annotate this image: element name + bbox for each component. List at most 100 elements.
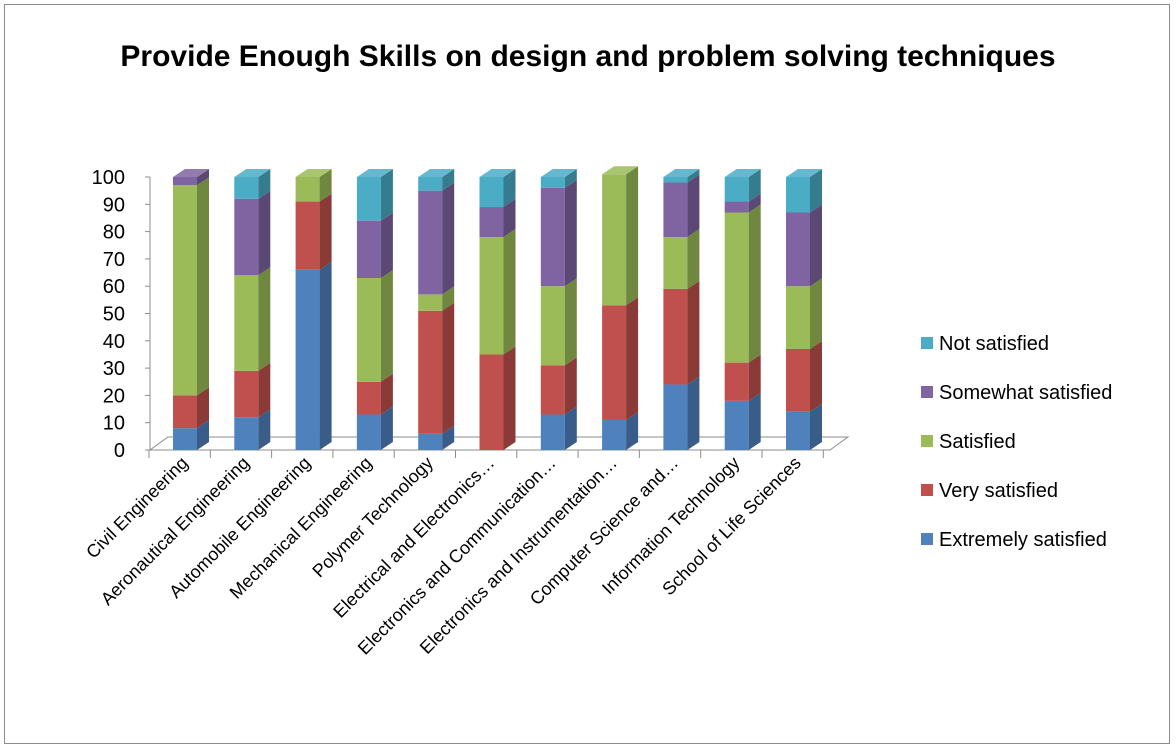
y-tick-label: 40 bbox=[103, 331, 125, 353]
bar-front bbox=[786, 411, 810, 450]
bar-segment bbox=[418, 169, 455, 191]
bar-side bbox=[626, 297, 639, 420]
bar-side bbox=[503, 229, 516, 355]
bar-front bbox=[786, 348, 810, 412]
bar-segment bbox=[418, 302, 455, 434]
y-tick-label: 90 bbox=[103, 194, 125, 216]
bar-segment bbox=[724, 392, 761, 450]
bar-side bbox=[197, 169, 209, 186]
bar-side bbox=[748, 169, 761, 202]
bar-segment bbox=[663, 376, 700, 450]
bar-top bbox=[173, 169, 209, 177]
y-tick-label: 100 bbox=[92, 167, 125, 189]
bar-front bbox=[786, 212, 810, 287]
bar-side bbox=[380, 169, 393, 221]
bar-segment bbox=[356, 212, 393, 279]
bar-side bbox=[319, 193, 332, 270]
legend-item: Not satisfied bbox=[921, 333, 1049, 355]
bar-front bbox=[724, 212, 749, 363]
bar-front bbox=[724, 201, 749, 213]
y-tick-label: 50 bbox=[103, 304, 125, 326]
bar-side bbox=[442, 182, 455, 295]
bar-front bbox=[724, 400, 749, 450]
bar-front bbox=[234, 417, 259, 450]
bar-side bbox=[258, 409, 271, 450]
y-tick-label: 0 bbox=[114, 440, 125, 462]
bar-segment bbox=[663, 174, 700, 238]
bar-segment bbox=[479, 229, 516, 355]
bar-front bbox=[295, 201, 320, 270]
bar-side bbox=[626, 166, 639, 306]
bar-front bbox=[663, 177, 688, 183]
bar-side bbox=[442, 302, 455, 434]
bar-side bbox=[258, 169, 271, 199]
bar-segment bbox=[173, 387, 209, 429]
bar-segment bbox=[418, 182, 455, 295]
bar-segment bbox=[602, 411, 639, 450]
y-tick-label: 70 bbox=[103, 249, 125, 271]
bar-segment bbox=[295, 169, 332, 202]
y-tick-label: 10 bbox=[103, 413, 125, 435]
bar-side bbox=[258, 267, 271, 371]
bar-front bbox=[356, 220, 381, 279]
bar-side bbox=[380, 270, 393, 382]
bar-side bbox=[564, 278, 577, 366]
bar-top bbox=[418, 169, 455, 177]
bar-front bbox=[724, 177, 749, 202]
bar-side bbox=[258, 190, 271, 276]
bar-front bbox=[540, 177, 565, 188]
legend-swatch bbox=[921, 435, 933, 447]
legend-swatch bbox=[921, 337, 933, 349]
x-tick-label: Civil Engineering bbox=[82, 453, 192, 563]
bar-side bbox=[197, 387, 209, 429]
legend-label: Very satisfied bbox=[939, 480, 1058, 502]
bar-front bbox=[234, 198, 259, 276]
bar-segment bbox=[663, 229, 700, 289]
bar-side bbox=[442, 425, 455, 450]
bar-segment bbox=[234, 409, 271, 450]
bar-side bbox=[503, 346, 516, 450]
bar-top bbox=[602, 166, 639, 175]
legend-swatch bbox=[921, 533, 933, 545]
bar-front bbox=[786, 286, 810, 349]
bar-side bbox=[442, 286, 455, 311]
x-tick-label: Polymer Technology bbox=[309, 453, 438, 582]
bar-front bbox=[479, 177, 504, 208]
legend-swatch bbox=[921, 386, 933, 398]
bar-side bbox=[442, 169, 455, 191]
bar-segment bbox=[786, 204, 822, 287]
bar-segment bbox=[724, 204, 761, 363]
bar-side bbox=[810, 278, 822, 349]
bar-side bbox=[626, 411, 639, 450]
bar-side bbox=[319, 261, 332, 450]
bar-top bbox=[356, 169, 393, 177]
bar-front bbox=[295, 269, 320, 450]
legend-item: Extremely satisfied bbox=[921, 529, 1107, 551]
bar-front bbox=[173, 185, 197, 396]
legend-label: Not satisfied bbox=[939, 333, 1049, 355]
legend-item: Very satisfied bbox=[921, 480, 1058, 502]
legend-label: Extremely satisfied bbox=[939, 529, 1107, 551]
bar-front bbox=[356, 381, 381, 415]
bar-side bbox=[503, 199, 516, 238]
bar-front bbox=[418, 190, 443, 295]
bar-segment bbox=[540, 169, 577, 188]
bar-side bbox=[380, 212, 393, 279]
bar-front bbox=[602, 419, 627, 450]
bar-front bbox=[173, 428, 197, 450]
bar-front bbox=[356, 278, 381, 382]
bar-side bbox=[380, 373, 393, 415]
bar-side bbox=[687, 169, 700, 183]
legend-item: Satisfied bbox=[921, 431, 1016, 453]
bar-side bbox=[748, 204, 761, 363]
bar-side bbox=[810, 204, 822, 287]
bar-segment bbox=[724, 193, 761, 213]
bar-side bbox=[380, 406, 393, 450]
bar-side bbox=[564, 169, 577, 188]
bar-front bbox=[663, 182, 688, 238]
bar-segment bbox=[356, 406, 393, 450]
bar-segment bbox=[540, 357, 577, 415]
bar-side bbox=[258, 362, 271, 418]
bar-front bbox=[173, 177, 197, 186]
